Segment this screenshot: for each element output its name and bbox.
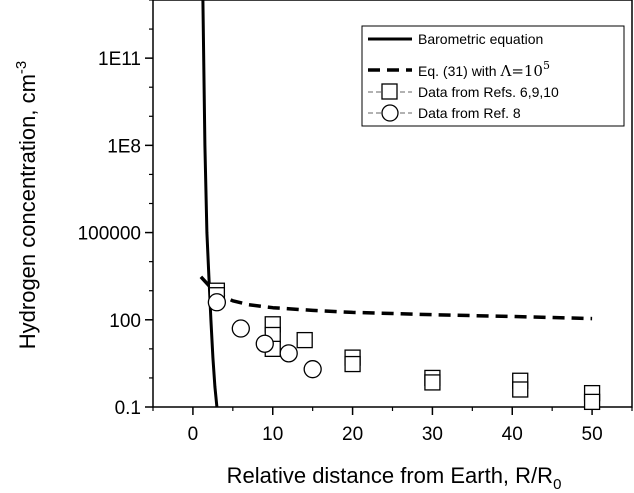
x-tick-label: 30 xyxy=(422,424,443,445)
barometric-line xyxy=(201,0,219,408)
legend-label-refs-6-9-10: Data from Refs. 6,9,10 xyxy=(418,84,559,100)
x-tick-label: 50 xyxy=(582,424,603,445)
y-axis-title-superscript: -3 xyxy=(13,61,30,74)
legend-item-barometric: Barometric equation xyxy=(368,31,543,47)
y-tick-label: 1E11 xyxy=(98,49,141,70)
series-layer xyxy=(199,0,601,411)
legend-box xyxy=(361,25,625,127)
x-tick-label: 10 xyxy=(262,424,283,445)
legend-label-eq31-exponent: 5 xyxy=(543,59,550,72)
y-axis-title-main: Hydrogen concentration, cm xyxy=(15,74,40,349)
square-data-point xyxy=(424,374,441,391)
circle-data-point xyxy=(255,334,274,353)
legend-swatch-square-marker xyxy=(381,83,398,100)
circle-data-point xyxy=(231,319,250,338)
y-tick-label: 0.1 xyxy=(115,398,141,419)
legend-label-eq31-symbol: Λ=10 xyxy=(499,62,543,80)
legend-item-ref-8: Data from Ref. 8 xyxy=(368,104,521,122)
x-tick-label: 20 xyxy=(342,424,363,445)
square-data-point xyxy=(344,355,361,373)
legend-item-eq31: Eq. (31) with Λ=105 xyxy=(368,59,550,80)
legend-label-eq31: Eq. (31) with Λ=105 xyxy=(418,59,550,80)
circle-data-point xyxy=(207,293,227,312)
circle-data-point xyxy=(303,360,322,379)
y-tick-label: 100 xyxy=(109,311,141,332)
square-data-point xyxy=(296,331,313,349)
legend-label-barometric: Barometric equation xyxy=(418,31,543,47)
eq31-dashed-line xyxy=(199,275,593,321)
y-tick-label: 1E8 xyxy=(107,136,141,157)
y-axis-title: Hydrogen concentration, cm-3 xyxy=(13,61,40,349)
y-tick-label: 100000 xyxy=(78,224,141,245)
x-axis-title-subscript: 0 xyxy=(553,476,561,493)
legend-label-ref-8: Data from Ref. 8 xyxy=(418,105,521,121)
x-axis-title-main: Relative distance from Earth, R/R xyxy=(227,463,553,488)
x-tick-label: 40 xyxy=(502,424,523,445)
x-axis-title: Relative distance from Earth, R/R0 xyxy=(227,463,562,493)
legend-swatch-circle-marker xyxy=(381,104,399,122)
legend-item-refs-6-9-10: Data from Refs. 6,9,10 xyxy=(368,83,559,100)
square-data-point xyxy=(512,381,529,398)
x-tick-label: 0 xyxy=(188,424,199,445)
x-axis: 0 10 20 30 40 50 xyxy=(152,407,633,445)
legend-label-eq31-text: Eq. (31) with xyxy=(418,63,497,79)
y-axis: 0.1 100 100000 1E8 1E11 xyxy=(78,0,153,419)
legend: Barometric equation Eq. (31) with Λ=105 … xyxy=(361,25,625,127)
circle-data-point xyxy=(279,344,298,363)
square-data-point xyxy=(583,393,601,411)
